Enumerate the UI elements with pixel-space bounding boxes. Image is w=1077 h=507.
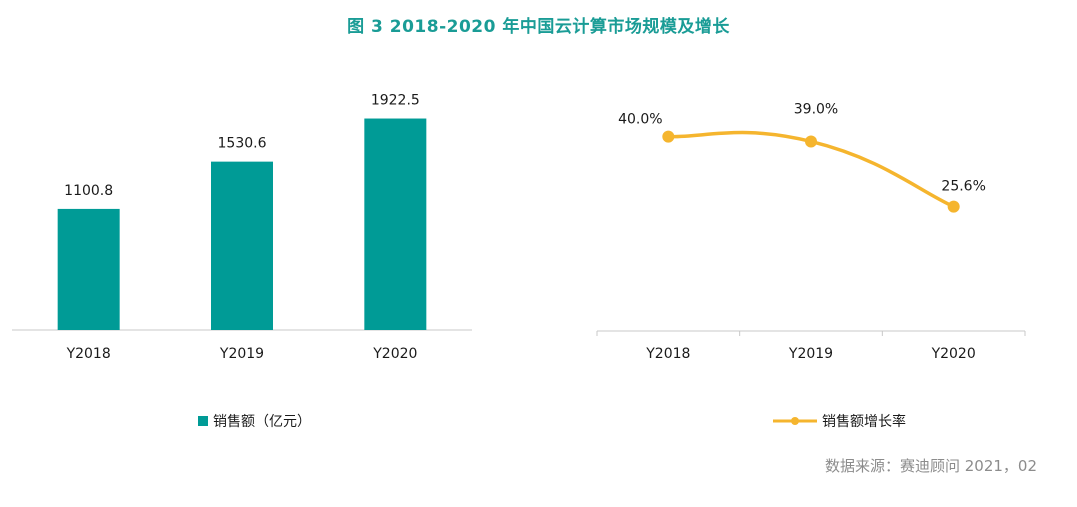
- bar-x-tick-label: Y2020: [372, 346, 417, 362]
- bar-Y2020: [364, 118, 427, 331]
- line-point-Y2019: [805, 135, 817, 148]
- bar-legend-label: 销售额（亿元）: [213, 414, 311, 430]
- chart-title: 图 3 2018-2020 年中国云计算市场规模及增长: [347, 17, 730, 37]
- source-note: 数据来源：赛迪顾问 2021，02: [824, 457, 1037, 475]
- line-x-tick-label: Y2019: [788, 346, 833, 362]
- bar-x-tick-label: Y2018: [66, 346, 111, 362]
- line-legend-label: 销售额增长率: [822, 413, 906, 430]
- bar-Y2018: [57, 208, 120, 330]
- bar-Y2019: [211, 161, 273, 330]
- bar-data-label: 1100.8: [64, 183, 113, 199]
- line-point-Y2018: [662, 130, 675, 143]
- bar-x-tick-label: Y2019: [219, 346, 264, 362]
- line-x-tick-label: Y2018: [645, 346, 690, 362]
- line-legend-marker: [791, 417, 799, 425]
- line-x-tick-label: Y2020: [931, 346, 976, 362]
- bar-data-label: 1922.5: [371, 93, 420, 109]
- bar-data-label: 1530.6: [218, 136, 267, 152]
- line-data-label: 39.0%: [794, 101, 838, 117]
- line-point-Y2020: [947, 200, 960, 213]
- line-data-label: 40.0%: [618, 112, 662, 128]
- line-data-label: 25.6%: [941, 179, 985, 195]
- bar-legend-swatch: [198, 416, 208, 426]
